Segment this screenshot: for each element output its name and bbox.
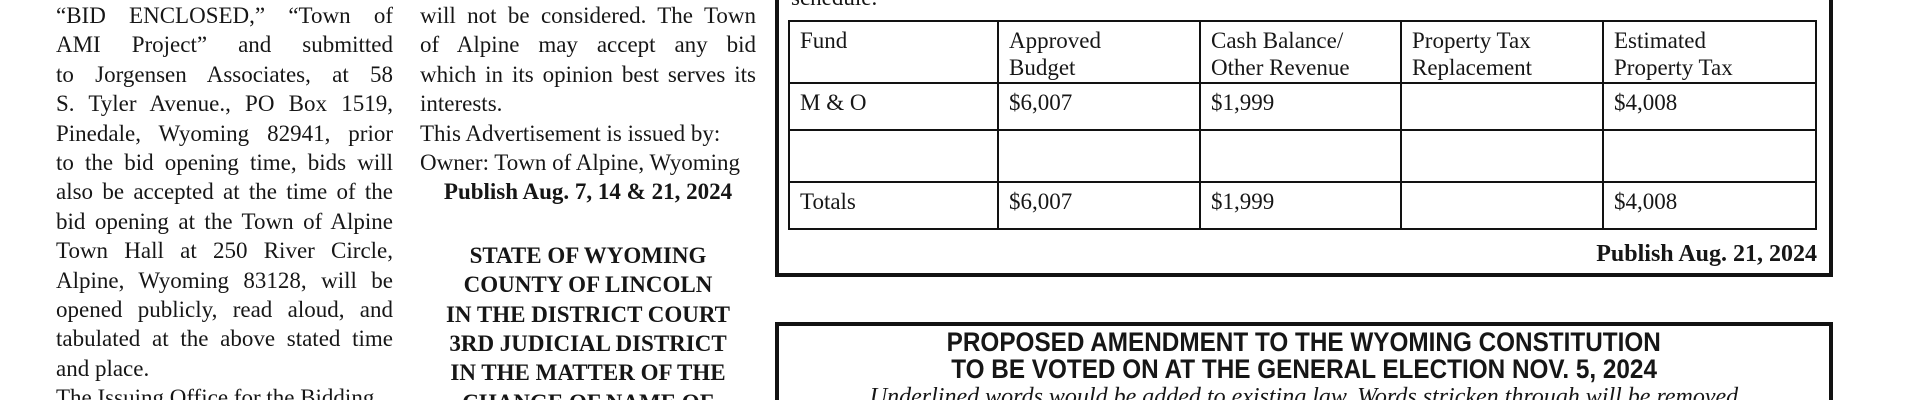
text-line: to the bid opening time, bids will [56,149,393,175]
cell-fund [788,129,999,183]
amendment-legend-line: Underlined words would be added to exist… [869,384,1739,400]
cell-cash: $1,999 [1199,82,1402,131]
court-caption-line: IN THE MATTER OF THE [450,360,726,386]
cell-replacement [1400,181,1604,230]
partial-text-schedule: schedule. [791,0,877,10]
text-line: S. Tyler Avenue., PO Box 1519, [56,91,393,117]
text-line: opened publicly, read aloud, and [56,296,393,322]
court-caption-line: STATE OF WYOMING [469,242,707,268]
court-caption-line: CHANGE OF NAME OF [420,388,756,400]
table-row [788,129,1817,183]
text-line: Pinedale, Wyoming 82941, prior [56,120,393,146]
cell-fund: M & O [788,82,999,131]
header-property-tax-replacement: Property Tax Replacement [1400,20,1604,84]
amendment-heading-line1: PROPOSED AMENDMENT TO THE WYOMING CONSTI… [779,329,1829,356]
court-caption-line: 3RD JUDICIAL DISTRICT [449,330,727,356]
amendment-notice-box: PROPOSED AMENDMENT TO THE WYOMING CONSTI… [775,322,1833,400]
text-line: AMI Project” and submitted [56,32,393,58]
text-line: of Alpine may accept any bid [420,32,756,58]
text-line: and place. [56,355,150,381]
header-text: Fund [800,28,848,53]
text-line: bid opening at the Town of Alpine [56,208,393,234]
cell-cash [1199,129,1402,183]
cell-cash: $1,999 [1199,181,1402,230]
column-gap [420,207,756,241]
header-text: Cash Balance/ [1211,28,1344,53]
cell-estimated: $4,008 [1602,82,1817,131]
text-line: tabulated at the above stated time [56,326,393,352]
text-line: The Issuing Office for the Bidding [56,385,375,400]
cell-approved: $6,007 [997,82,1201,131]
header-estimated-property-tax: Estimated Property Tax [1602,20,1817,84]
court-caption-line: COUNTY OF LINCOLN [463,272,713,298]
cell-approved: $6,007 [997,181,1201,230]
cell-replacement [1400,82,1604,131]
heading-text: TO BE VOTED ON AT THE GENERAL ELECTION N… [951,354,1657,384]
table-row: Totals $6,007 $1,999 $4,008 [788,181,1817,230]
text-line: also be accepted at the time of the [56,179,393,205]
text-line: This Advertisement is issued by: [420,120,721,146]
header-fund: Fund [788,20,999,84]
header-text: Estimated [1614,28,1706,53]
text-line: Owner: Town of Alpine, Wyoming [420,149,741,175]
heading-text: PROPOSED AMENDMENT TO THE WYOMING CONSTI… [946,327,1662,357]
text-line: Alpine, Wyoming 83128, will be [56,267,393,293]
publish-dates-line: Publish Aug. 7, 14 & 21, 2024 [443,179,733,205]
amendment-heading-line2: TO BE VOTED ON AT THE GENERAL ELECTION N… [779,356,1829,383]
legal-notice-column-left: “BID ENCLOSED,” “Town of Alpine AMI Proj… [56,1,393,400]
text-line: interests. [420,91,503,117]
header-cash-balance: Cash Balance/ Other Revenue [1199,20,1402,84]
budget-table: Fund Approved Budget Cash Balance/ Other… [788,20,1817,230]
legal-notice-column-middle: will not be considered. The Town of Alpi… [420,1,756,400]
cell-estimated: $4,008 [1602,181,1817,230]
header-text: Other Revenue [1211,55,1350,80]
cell-fund: Totals [788,181,999,230]
cell-approved [997,129,1201,183]
court-caption-line: IN THE DISTRICT COURT [445,301,730,327]
header-text: Property Tax [1614,55,1733,80]
text-line: Town Hall at 250 River Circle, [56,238,393,264]
text-line: which in its opinion best serves its [420,61,756,87]
header-text: Budget [1009,55,1076,80]
header-text: Replacement [1412,55,1533,80]
header-approved-budget: Approved Budget [997,20,1201,84]
header-text: Property Tax [1412,28,1531,53]
table-row: M & O $6,007 $1,999 $4,008 [788,82,1817,131]
cell-replacement [1400,129,1604,183]
header-text: Approved [1009,28,1101,53]
publish-date-line: Publish Aug. 21, 2024 [1596,241,1817,267]
cell-estimated [1602,129,1817,183]
text-line: “BID ENCLOSED,” “Town of Alpine [56,3,393,28]
text-line: will not be considered. The Town [420,3,756,28]
table-header-row: Fund Approved Budget Cash Balance/ Other… [788,20,1817,84]
text-line: to Jorgensen Associates, at 58 [56,61,393,87]
